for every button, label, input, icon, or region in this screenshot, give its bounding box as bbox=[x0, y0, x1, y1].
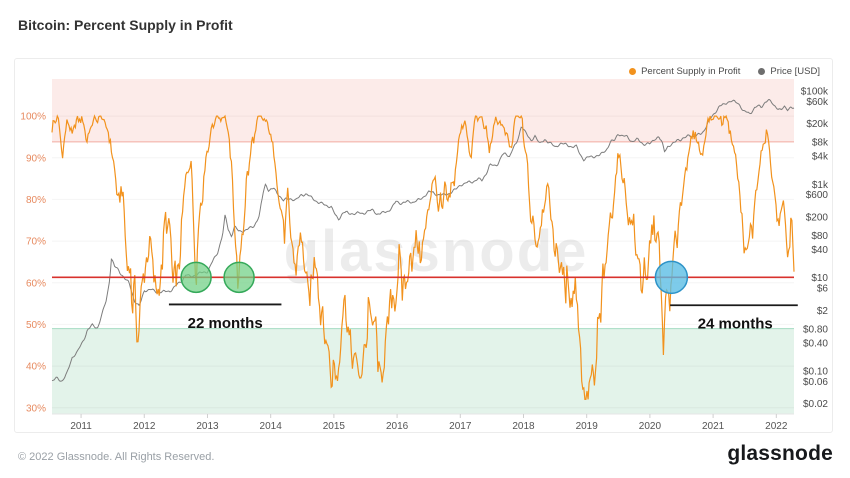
high-profit-band bbox=[52, 79, 794, 142]
y-right-tick-label: $2 bbox=[817, 306, 829, 317]
x-tick-label: 2018 bbox=[512, 421, 535, 432]
y-right-tick-label: $10 bbox=[811, 273, 828, 284]
x-tick-label: 2012 bbox=[133, 421, 156, 432]
y-left-tick-label: 30% bbox=[26, 403, 46, 414]
x-tick-label: 2015 bbox=[323, 421, 346, 432]
chart-card: Percent Supply in Profit Price [USD] gla… bbox=[14, 58, 833, 433]
y-left-tick-label: 40% bbox=[26, 362, 46, 373]
x-tick-label: 2014 bbox=[260, 421, 283, 432]
annotation-label-1: 22 months bbox=[188, 315, 263, 332]
y-right-tick-label: $0.80 bbox=[803, 324, 828, 335]
x-tick-label: 2017 bbox=[449, 421, 472, 432]
y-right-tick-label: $100k bbox=[801, 86, 829, 97]
x-tick-label: 2020 bbox=[639, 421, 662, 432]
y-right-tick-label: $600 bbox=[806, 190, 829, 201]
percent-supply-in-profit-line bbox=[51, 114, 795, 400]
chart-plot[interactable]: glassnode 22 months 24 months 100% 90% 80% 70%… bbox=[15, 59, 834, 434]
y-right-tick-label: $8k bbox=[812, 138, 829, 149]
x-tick-label: 2019 bbox=[576, 421, 599, 432]
chart-legend: Percent Supply in Profit Price [USD] bbox=[629, 66, 820, 77]
x-tick-label: 2013 bbox=[196, 421, 219, 432]
y-right-tick-label: $0.40 bbox=[803, 338, 828, 349]
y-left-tick-label: 100% bbox=[20, 112, 46, 123]
y-right-tick-label: $0.02 bbox=[803, 399, 828, 410]
legend-item-supply-in-profit[interactable]: Percent Supply in Profit bbox=[629, 66, 740, 77]
x-tick-label: 2022 bbox=[765, 421, 788, 432]
y-left-tick-label: 70% bbox=[26, 237, 46, 248]
annotation-circle-2 bbox=[223, 261, 255, 294]
annotation-circle-1 bbox=[180, 261, 212, 294]
watermark-text: glassnode bbox=[284, 219, 589, 284]
y-right-tick-label: $200 bbox=[806, 212, 829, 223]
y-right-tick-label: $4k bbox=[812, 152, 829, 163]
y-left-tick-label: 80% bbox=[26, 195, 46, 206]
x-tick-label: 2016 bbox=[386, 421, 409, 432]
legend-label-supply: Percent Supply in Profit bbox=[641, 66, 741, 77]
y-right-tick-label: $0.06 bbox=[803, 377, 828, 388]
page-title: Bitcoin: Percent Supply in Profit bbox=[18, 17, 233, 33]
annotation-label-2: 24 months bbox=[698, 316, 773, 333]
y-right-tick-label: $60k bbox=[806, 97, 829, 108]
y-left-tick-label: 60% bbox=[26, 278, 46, 289]
y-left-tick-label: 90% bbox=[26, 153, 46, 164]
y-right-tick-label: $20k bbox=[806, 119, 829, 130]
legend-dot-price bbox=[758, 68, 766, 75]
legend-item-price[interactable]: Price [USD] bbox=[758, 66, 820, 77]
y-right-tick-label: $1k bbox=[812, 180, 829, 191]
y-right-tick-label: $6 bbox=[817, 284, 829, 295]
y-right-tick-label: $80 bbox=[811, 231, 828, 242]
y-right-tick-label: $0.10 bbox=[803, 367, 828, 378]
annotation-circle-3 bbox=[654, 260, 689, 295]
low-profit-band bbox=[52, 328, 794, 414]
legend-dot-supply bbox=[629, 68, 637, 75]
copyright-text: © 2022 Glassnode. All Rights Reserved. bbox=[18, 451, 215, 463]
x-tick-label: 2021 bbox=[702, 421, 725, 432]
glassnode-wordmark: glassnode bbox=[727, 442, 833, 465]
legend-label-price: Price [USD] bbox=[770, 66, 820, 77]
y-right-tick-label: $40 bbox=[811, 245, 828, 256]
x-tick-label: 2011 bbox=[70, 421, 92, 432]
y-left-tick-label: 50% bbox=[26, 320, 46, 331]
